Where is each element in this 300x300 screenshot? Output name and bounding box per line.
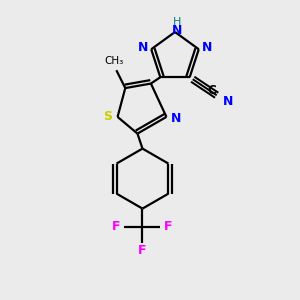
Text: N: N: [171, 112, 182, 125]
Text: F: F: [112, 220, 121, 233]
Text: H: H: [173, 17, 181, 27]
Text: N: N: [223, 95, 233, 108]
Text: F: F: [164, 220, 173, 233]
Text: CH₃: CH₃: [105, 56, 124, 66]
Text: S: S: [103, 110, 112, 123]
Text: F: F: [138, 244, 147, 257]
Text: N: N: [172, 23, 182, 37]
Text: C: C: [207, 84, 216, 97]
Text: N: N: [138, 41, 148, 54]
Text: N: N: [202, 41, 212, 54]
